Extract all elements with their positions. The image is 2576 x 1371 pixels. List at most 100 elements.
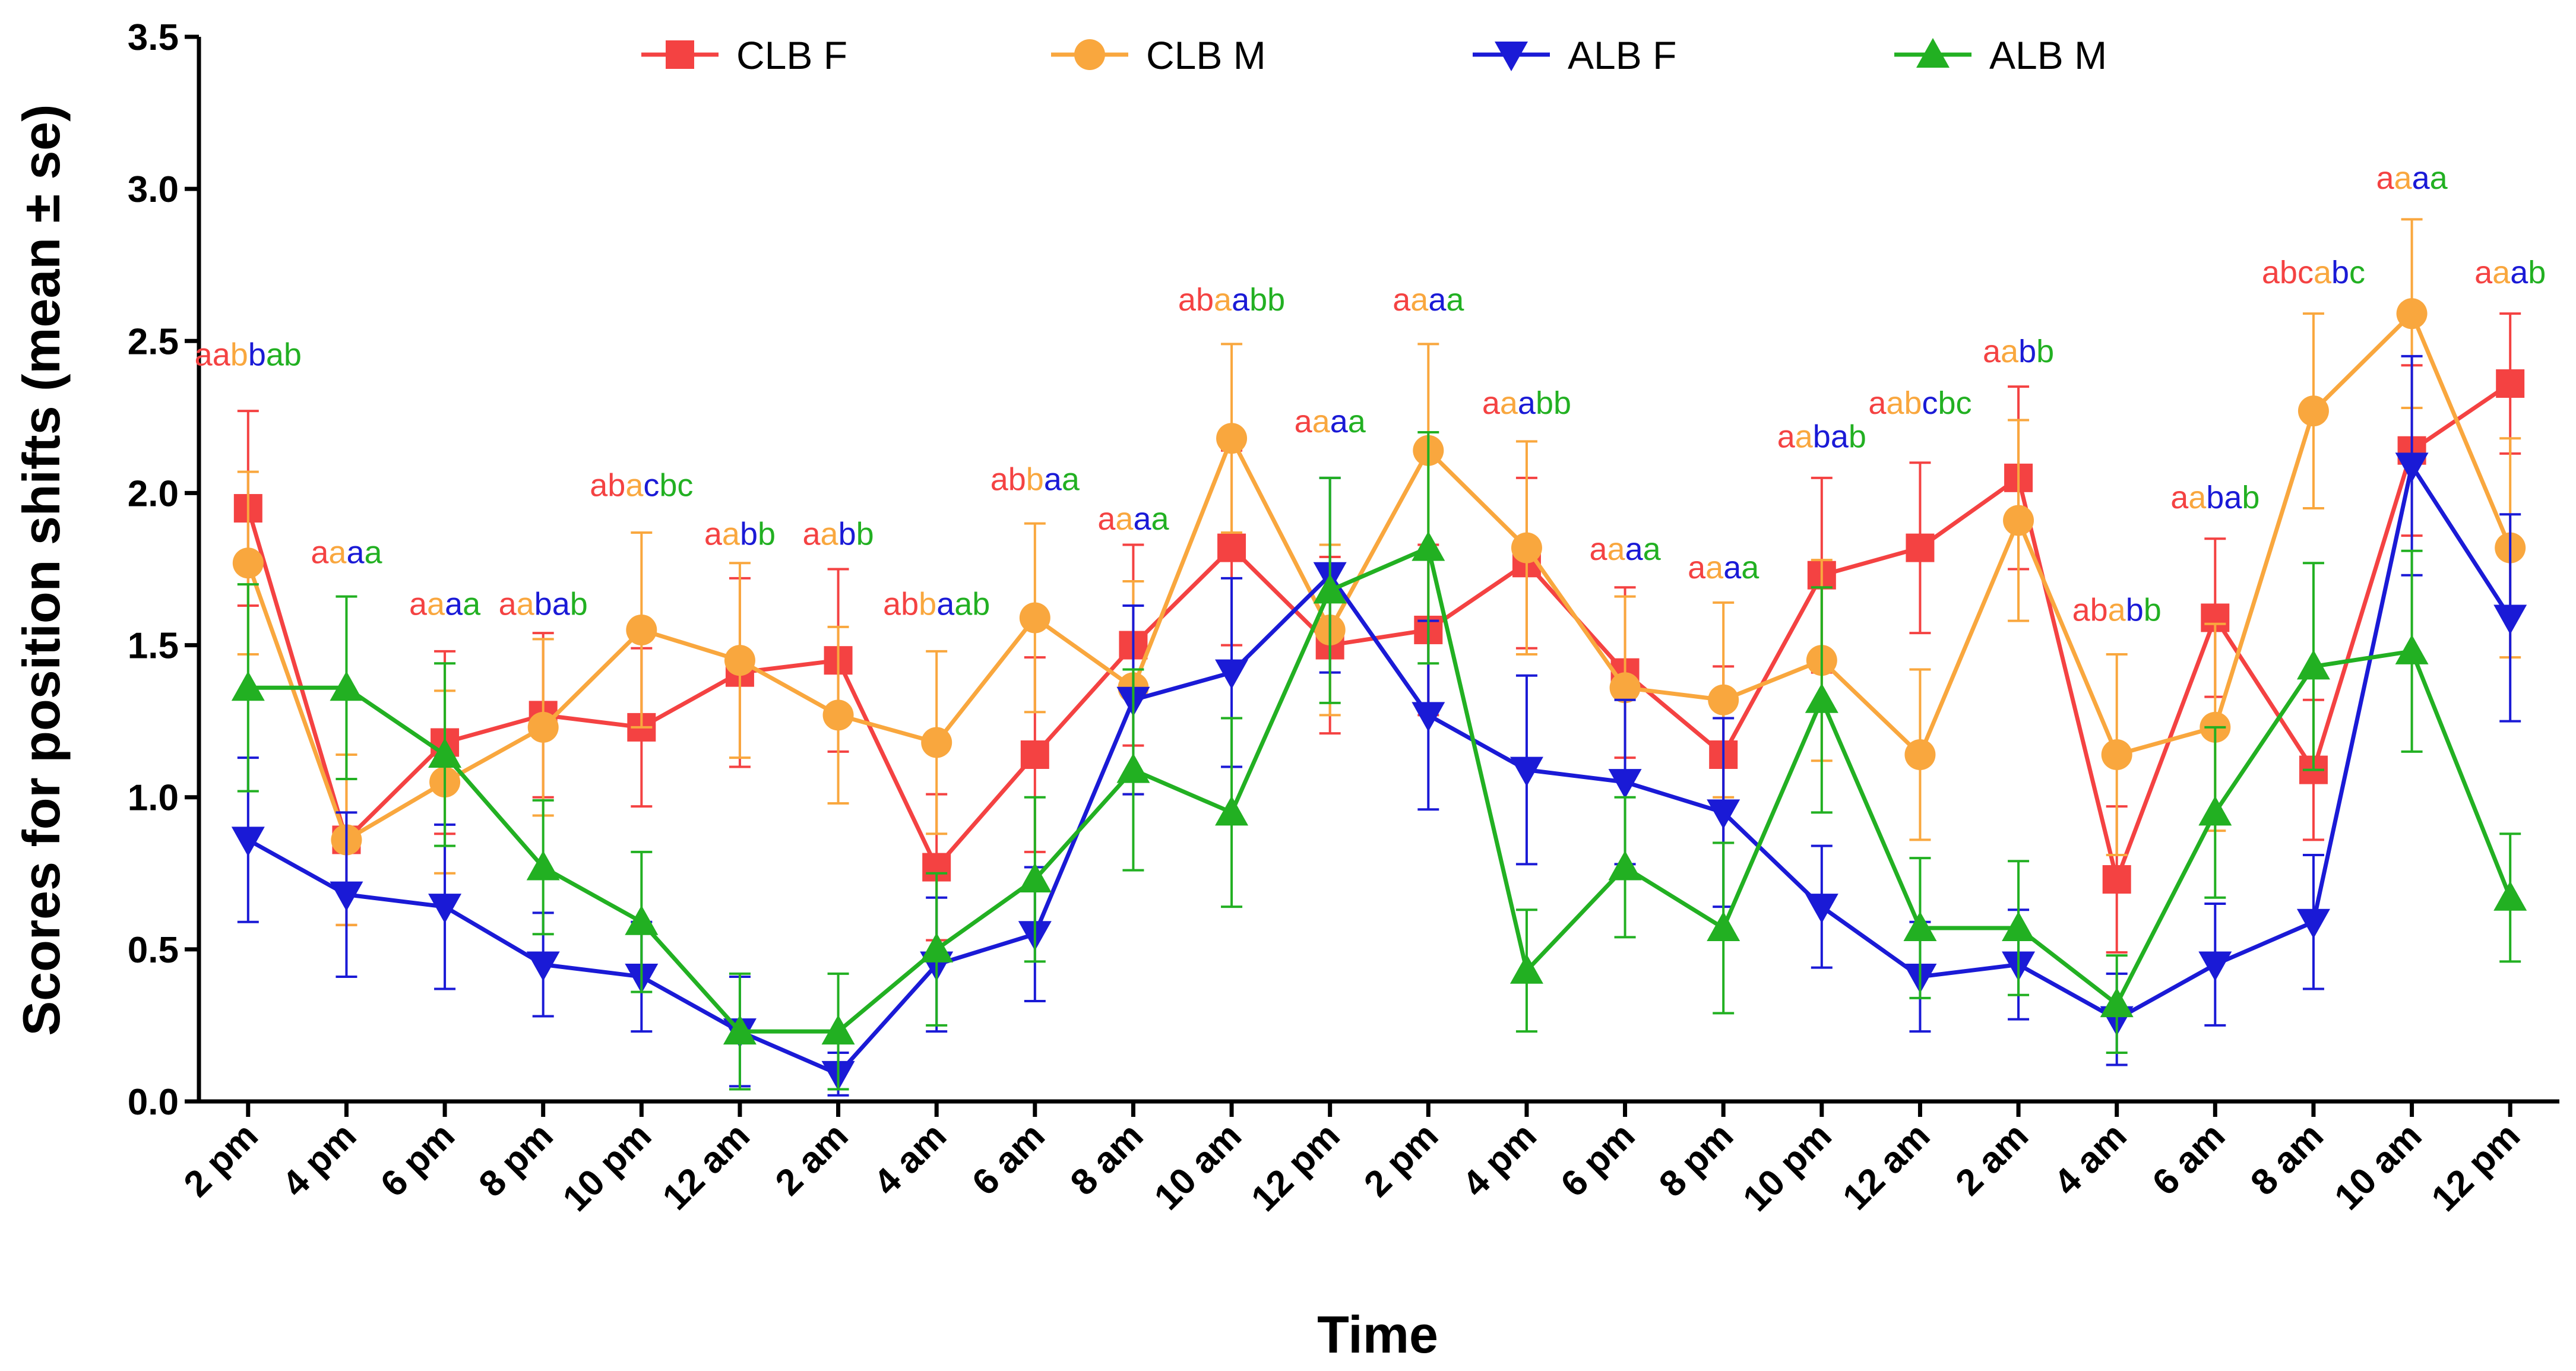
significance-label: abacbc xyxy=(590,468,693,504)
significance-letter: b xyxy=(2528,255,2546,290)
significance-letter: a xyxy=(1151,501,1169,537)
significance-letter: a xyxy=(1741,550,1759,585)
significance-letter: a xyxy=(936,586,955,622)
significance-label: aabbab xyxy=(195,337,302,372)
x-tick-label: 2 pm xyxy=(176,1115,266,1205)
x-tick-label: 12 am xyxy=(1835,1115,1938,1218)
x-tick-label: 4 am xyxy=(866,1115,954,1204)
data-point xyxy=(428,737,462,768)
significance-letter: b xyxy=(659,468,677,504)
x-tick-label: 4 pm xyxy=(274,1115,364,1205)
significance-letter: a xyxy=(1589,531,1607,567)
significance-letter: a xyxy=(1178,282,1197,318)
data-point xyxy=(2296,650,2330,680)
data-point xyxy=(1412,702,1445,732)
significance-letter: a xyxy=(1312,404,1331,439)
significance-letter: b xyxy=(740,517,758,552)
x-tick-label: 8 am xyxy=(2243,1115,2331,1204)
significance-letter: a xyxy=(1705,550,1724,585)
data-point xyxy=(231,827,265,857)
x-tick-label: 4 am xyxy=(2046,1115,2135,1204)
significance-letter: a xyxy=(2314,255,2332,290)
data-point xyxy=(1019,602,1050,634)
data-point xyxy=(1805,894,1838,924)
x-tick-label: 8 pm xyxy=(471,1115,561,1205)
significance-letter: b xyxy=(758,517,776,552)
significance-letter: a xyxy=(2394,160,2413,196)
significance-letter: b xyxy=(2280,255,2297,290)
significance-letter: a xyxy=(195,337,213,372)
significance-letter: a xyxy=(409,586,428,622)
significance-letter: b xyxy=(2126,593,2144,628)
data-point xyxy=(2493,604,2527,635)
significance-letter: a xyxy=(364,534,382,570)
significance-letter: b xyxy=(838,517,856,552)
significance-letter: a xyxy=(328,534,347,570)
data-point xyxy=(2296,908,2330,939)
data-point xyxy=(1412,531,1445,561)
significance-letter: a xyxy=(1886,385,1904,421)
data-point xyxy=(822,699,854,731)
data-point xyxy=(2003,505,2034,536)
data-point xyxy=(1495,42,1528,71)
data-point xyxy=(2198,951,2232,981)
significance-letter: b xyxy=(2036,334,2054,369)
significance-letter: b xyxy=(2206,480,2224,515)
significance-letter: a xyxy=(1097,501,1116,537)
x-tick-label: 12 pm xyxy=(1243,1115,1348,1220)
significance-label: aaabb xyxy=(1482,385,1571,421)
significance-letter: b xyxy=(570,586,588,622)
significance-letter: c xyxy=(2349,255,2365,290)
significance-letter: a xyxy=(346,534,365,570)
significance-label: aaaa xyxy=(1097,501,1169,537)
significance-letter: b xyxy=(901,586,919,622)
significance-letter: a xyxy=(1410,282,1429,318)
significance-letter: a xyxy=(1688,550,1706,585)
data-point xyxy=(2395,452,2429,483)
data-point xyxy=(724,645,755,676)
y-tick-label: 0.0 xyxy=(128,1082,179,1123)
significance-letter: a xyxy=(954,586,973,622)
significance-letter: a xyxy=(883,586,901,622)
significance-letter: a xyxy=(722,517,740,552)
significance-letter: a xyxy=(990,461,1009,497)
significance-letter: b xyxy=(856,517,874,552)
significance-letter: a xyxy=(2430,160,2448,196)
data-point xyxy=(1707,799,1740,829)
significance-letter: a xyxy=(1428,282,1447,318)
data-point xyxy=(1805,683,1838,713)
data-point xyxy=(723,1015,757,1045)
significance-letter: b xyxy=(1938,385,1955,421)
series-line xyxy=(246,311,2512,842)
significance-letter: a xyxy=(2474,255,2493,290)
significance-letter: a xyxy=(311,534,329,570)
significance-label: aaaa xyxy=(1295,404,1366,439)
significance-label: aaaa xyxy=(1393,282,1464,318)
legend-label: ALB F xyxy=(1568,33,1676,77)
significance-letter: a xyxy=(1393,282,1411,318)
significance-letter: a xyxy=(2412,160,2431,196)
data-point xyxy=(1707,911,1740,941)
data-point xyxy=(2493,881,2527,911)
x-tick-label: 10 am xyxy=(2327,1115,2429,1218)
y-tick-label: 1.5 xyxy=(128,626,179,667)
series-clb-f xyxy=(233,312,2525,954)
data-point xyxy=(666,40,694,69)
data-point xyxy=(1116,753,1150,783)
significance-label: aabb xyxy=(704,517,776,552)
data-point xyxy=(1217,533,1246,562)
significance-letter: b xyxy=(1813,419,1831,455)
data-point xyxy=(1708,684,1739,715)
data-point xyxy=(1215,659,1249,689)
significance-label: abbaab xyxy=(883,586,990,622)
x-tick-label: 10 pm xyxy=(555,1115,660,1220)
significance-letter: a xyxy=(427,586,445,622)
significance-letter: b xyxy=(1267,282,1285,318)
data-point xyxy=(1215,796,1249,826)
data-point xyxy=(428,894,462,924)
significance-letter: a xyxy=(1446,282,1464,318)
significance-label: aaaa xyxy=(1688,550,1759,585)
significance-letter: b xyxy=(2242,480,2259,515)
data-point xyxy=(232,547,264,579)
data-point xyxy=(1608,769,1642,799)
